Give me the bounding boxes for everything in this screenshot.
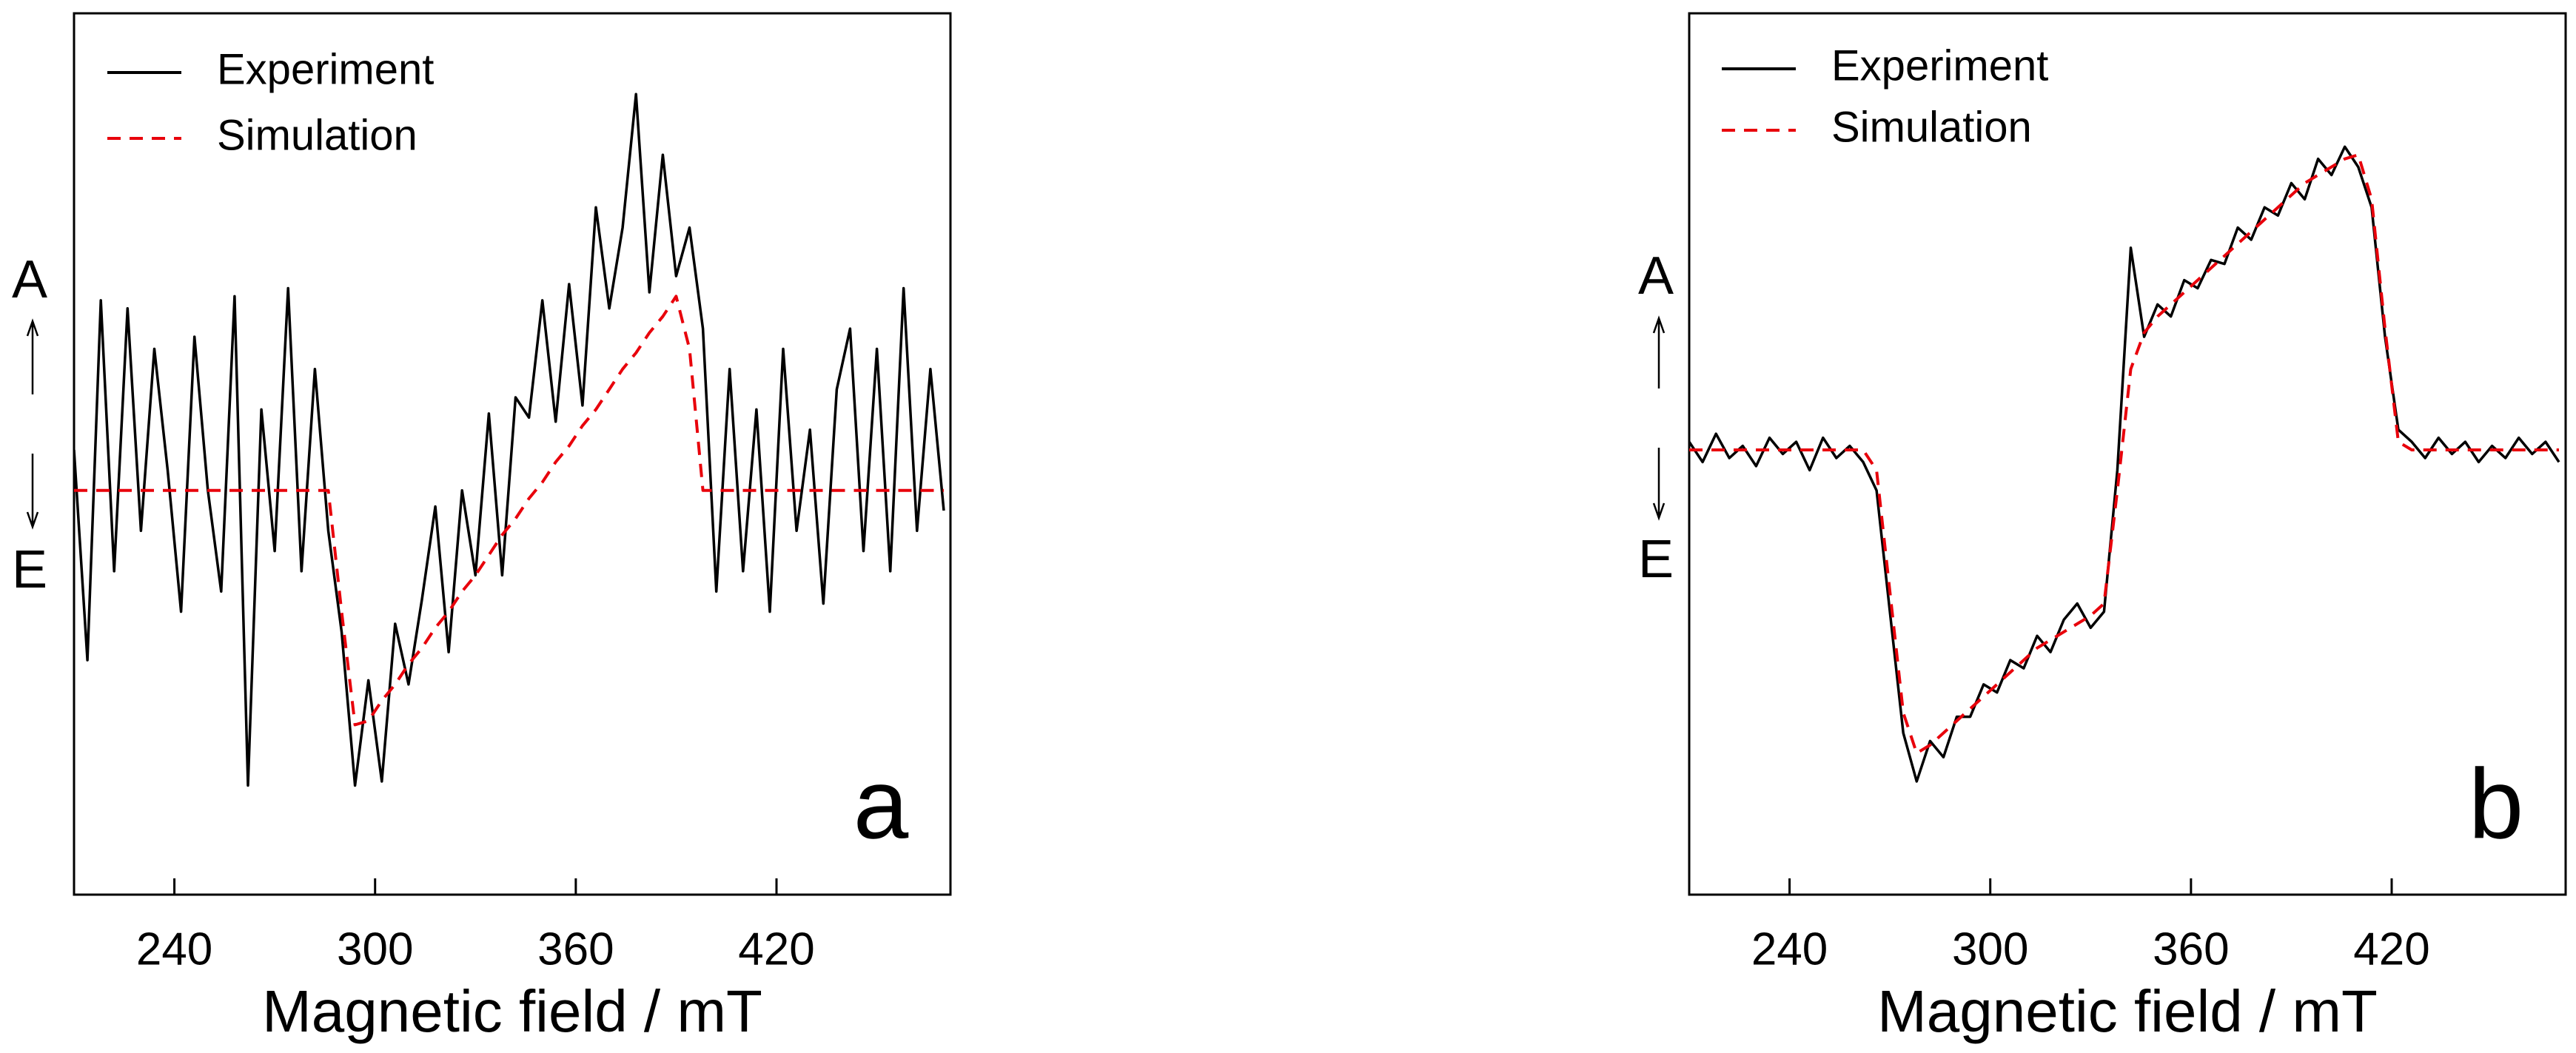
- x-tick-label: 300: [1952, 924, 2028, 975]
- x-tick-label: 420: [738, 924, 814, 975]
- bottom-label: E: [1638, 530, 1674, 589]
- legend-label: Experiment: [217, 45, 434, 93]
- series-line: [74, 92, 945, 787]
- x-tick-label: 420: [2353, 924, 2429, 975]
- legend-label: Experiment: [1831, 41, 2048, 90]
- legend-label: Simulation: [217, 111, 417, 159]
- x-tick-label: 240: [1751, 924, 1828, 975]
- x-tick-label: 360: [537, 924, 614, 975]
- x-tick-label: 300: [337, 924, 413, 975]
- series-line: [1689, 153, 2559, 755]
- series-line: [74, 295, 944, 727]
- x-axis-title: Magnetic field / mT: [262, 978, 762, 1044]
- arrow: [1652, 315, 1666, 521]
- bottom-label: E: [12, 540, 47, 599]
- x-axis-title: Magnetic field / mT: [1877, 978, 2378, 1044]
- arrow: [26, 318, 39, 530]
- top-label: A: [12, 250, 47, 309]
- x-tick-label: 240: [136, 924, 212, 975]
- x-tick-label: 360: [2153, 924, 2229, 975]
- plot-frame: [1688, 12, 2567, 896]
- series-line: [1689, 145, 2560, 783]
- legend-label: Simulation: [1831, 103, 2032, 151]
- top-label: A: [1638, 246, 1674, 306]
- panel-label: a: [853, 749, 909, 859]
- panel-label: b: [2469, 749, 2524, 859]
